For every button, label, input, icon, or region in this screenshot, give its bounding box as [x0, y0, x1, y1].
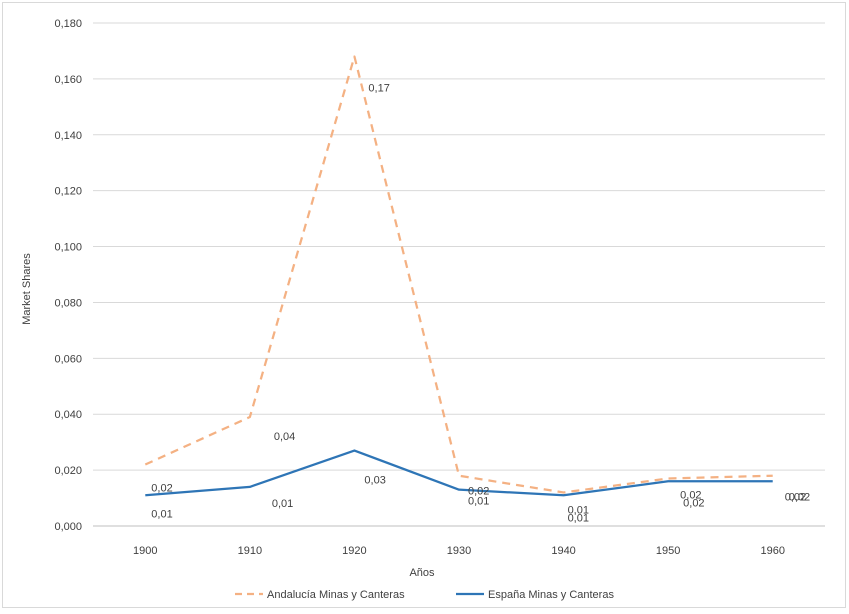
x-tick-label: 1900: [133, 545, 157, 557]
x-axis-title: Años: [409, 567, 435, 579]
y-tick-label: 0,020: [54, 465, 82, 477]
data-label: 0,02: [683, 497, 704, 509]
data-label: 0,03: [364, 475, 385, 487]
x-tick-label: 1960: [760, 545, 784, 557]
data-label: 0,01: [568, 504, 589, 516]
legend: Andalucía Minas y Canteras España Minas y…: [235, 589, 614, 601]
x-tick-labels: 1900 1910 1920 1930 1940 1950 1960: [133, 545, 785, 557]
data-label: 0,01: [568, 512, 589, 524]
y-tick-label: 0,080: [54, 297, 82, 309]
y-tick-label: 0,120: [54, 186, 82, 198]
y-tick-label: 0,140: [54, 130, 82, 142]
x-tick-label: 1920: [342, 545, 366, 557]
series-lines: [144, 55, 773, 497]
x-tick-label: 1940: [551, 545, 575, 557]
y-tick-label: 0,000: [54, 521, 82, 533]
y-tick-label: 0,040: [54, 409, 82, 421]
data-label: 0,02: [680, 489, 701, 501]
legend-label: Andalucía Minas y Canteras: [267, 589, 405, 601]
y-tick-label: 0,160: [54, 74, 82, 86]
y-tick-label: 0,060: [54, 353, 82, 365]
data-label: 0,01: [468, 496, 489, 508]
data-label: 0,02: [785, 491, 806, 503]
y-tick-label: 0,100: [54, 242, 82, 254]
data-label: 0,01: [272, 498, 293, 510]
gridlines: [93, 22, 825, 527]
data-label: 0,17: [368, 83, 389, 95]
x-tick-label: 1910: [238, 545, 262, 557]
y-axis-title: Market Shares: [21, 253, 33, 325]
series-line: [145, 449, 773, 497]
legend-label: España Minas y Canteras: [488, 589, 614, 601]
data-label: 0,01: [151, 508, 172, 520]
y-tick-label: 0,180: [54, 18, 82, 30]
line-chart: 0,000 0,020 0,040 0,060 0,080 0,100 0,120 0,140…: [21, 18, 825, 601]
data-label: 0,02: [789, 492, 810, 504]
data-label: 0,02: [151, 483, 172, 495]
series-line: [144, 55, 773, 494]
x-tick-label: 1930: [447, 545, 471, 557]
y-tick-labels: 0,000 0,020 0,040 0,060 0,080 0,100 0,120 0,140…: [54, 18, 82, 533]
data-label: 0,02: [468, 486, 489, 498]
data-labels: 0,020,040,170,020,010,02 0,020,010,010,03…: [151, 83, 810, 525]
data-label: 0,04: [274, 431, 295, 443]
x-tick-label: 1950: [656, 545, 680, 557]
